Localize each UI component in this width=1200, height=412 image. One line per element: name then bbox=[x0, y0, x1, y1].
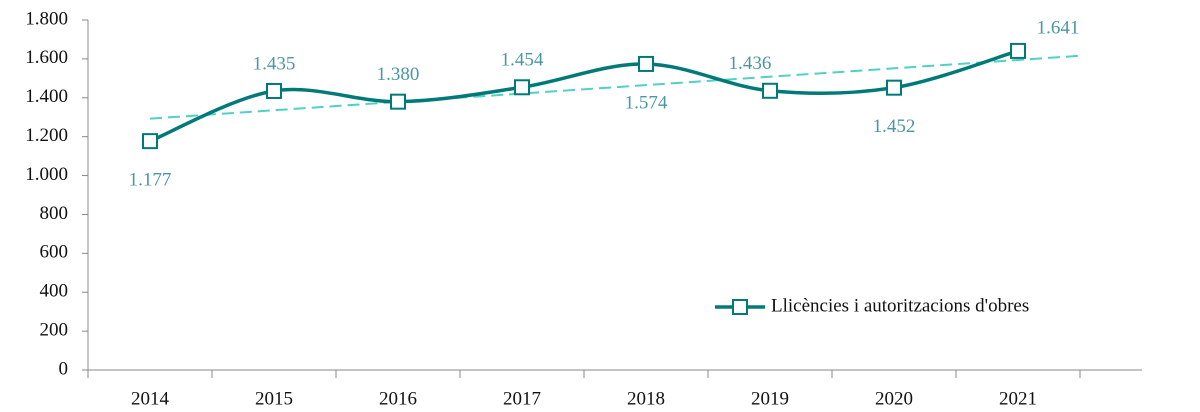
value-label: 1.574 bbox=[625, 92, 668, 113]
marker bbox=[514, 79, 530, 96]
value-label: 1.452 bbox=[873, 116, 916, 137]
marker bbox=[142, 133, 158, 150]
x-tick-label: 2019 bbox=[751, 388, 789, 409]
x-tick-label: 2015 bbox=[255, 388, 293, 409]
series-line bbox=[149, 49, 1019, 143]
marker bbox=[266, 82, 282, 99]
y-tick-label: 1.600 bbox=[25, 47, 68, 68]
y-tick-label: 1.800 bbox=[25, 8, 68, 29]
x-tick-label: 2021 bbox=[999, 388, 1037, 409]
value-label: 1.435 bbox=[253, 53, 296, 74]
y-tick-label: 1.400 bbox=[25, 86, 68, 107]
x-tick-label: 2020 bbox=[875, 388, 913, 409]
y-tick-label: 800 bbox=[40, 203, 69, 224]
y-tick-label: 200 bbox=[40, 319, 69, 340]
legend-label: Llicències i autoritzacions d'obres bbox=[771, 295, 1029, 316]
legend-marker bbox=[732, 299, 748, 315]
y-tick-label: 1.000 bbox=[25, 164, 68, 185]
marker bbox=[638, 55, 654, 72]
y-tick-label: 1.200 bbox=[25, 125, 68, 146]
value-label: 1.380 bbox=[377, 64, 420, 85]
marker bbox=[390, 93, 406, 110]
x-tick-label: 2018 bbox=[627, 388, 665, 409]
x-tick-label: 2016 bbox=[379, 388, 417, 409]
marker bbox=[886, 79, 902, 96]
marker bbox=[1010, 42, 1026, 59]
marker bbox=[762, 82, 778, 99]
y-tick-label: 0 bbox=[59, 358, 69, 379]
x-tick-label: 2017 bbox=[503, 388, 541, 409]
x-tick-label: 2014 bbox=[131, 388, 170, 409]
value-label: 1.454 bbox=[501, 50, 544, 71]
value-label: 1.436 bbox=[729, 53, 772, 74]
y-tick-label: 600 bbox=[40, 242, 69, 263]
y-tick-label: 400 bbox=[40, 281, 69, 302]
value-label: 1.177 bbox=[129, 169, 172, 190]
value-label: 1.641 bbox=[1037, 17, 1080, 38]
trendline bbox=[149, 54, 1081, 120]
